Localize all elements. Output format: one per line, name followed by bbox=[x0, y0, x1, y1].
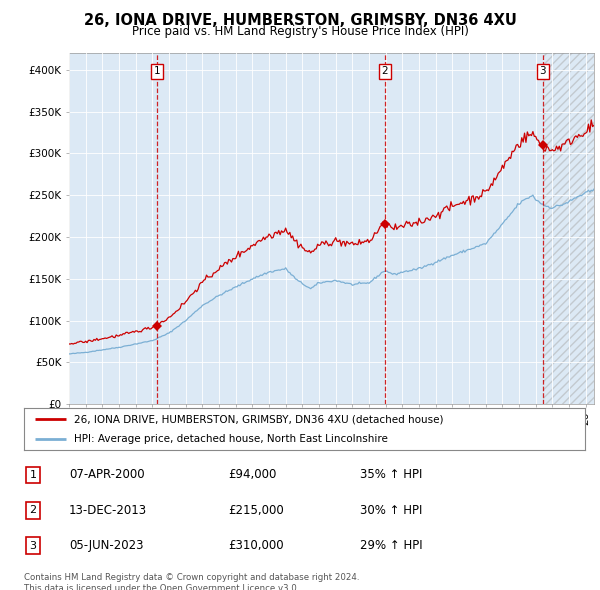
Text: 3: 3 bbox=[29, 541, 37, 550]
Text: 3: 3 bbox=[539, 67, 546, 77]
Bar bbox=[543, 53, 594, 404]
Text: 07-APR-2000: 07-APR-2000 bbox=[69, 468, 145, 481]
Text: 35% ↑ HPI: 35% ↑ HPI bbox=[360, 468, 422, 481]
Text: £310,000: £310,000 bbox=[228, 539, 284, 552]
Text: HPI: Average price, detached house, North East Lincolnshire: HPI: Average price, detached house, Nort… bbox=[74, 434, 388, 444]
Text: 2: 2 bbox=[29, 506, 37, 515]
Text: 26, IONA DRIVE, HUMBERSTON, GRIMSBY, DN36 4XU: 26, IONA DRIVE, HUMBERSTON, GRIMSBY, DN3… bbox=[83, 13, 517, 28]
Text: 1: 1 bbox=[29, 470, 37, 480]
Text: 30% ↑ HPI: 30% ↑ HPI bbox=[360, 504, 422, 517]
Text: 13-DEC-2013: 13-DEC-2013 bbox=[69, 504, 147, 517]
Text: Contains HM Land Registry data © Crown copyright and database right 2024.
This d: Contains HM Land Registry data © Crown c… bbox=[24, 573, 359, 590]
Text: 2: 2 bbox=[382, 67, 388, 77]
Text: 1: 1 bbox=[154, 67, 160, 77]
Text: £94,000: £94,000 bbox=[228, 468, 277, 481]
Text: 05-JUN-2023: 05-JUN-2023 bbox=[69, 539, 143, 552]
Text: £215,000: £215,000 bbox=[228, 504, 284, 517]
Text: 29% ↑ HPI: 29% ↑ HPI bbox=[360, 539, 422, 552]
Text: 26, IONA DRIVE, HUMBERSTON, GRIMSBY, DN36 4XU (detached house): 26, IONA DRIVE, HUMBERSTON, GRIMSBY, DN3… bbox=[74, 414, 444, 424]
Text: Price paid vs. HM Land Registry's House Price Index (HPI): Price paid vs. HM Land Registry's House … bbox=[131, 25, 469, 38]
